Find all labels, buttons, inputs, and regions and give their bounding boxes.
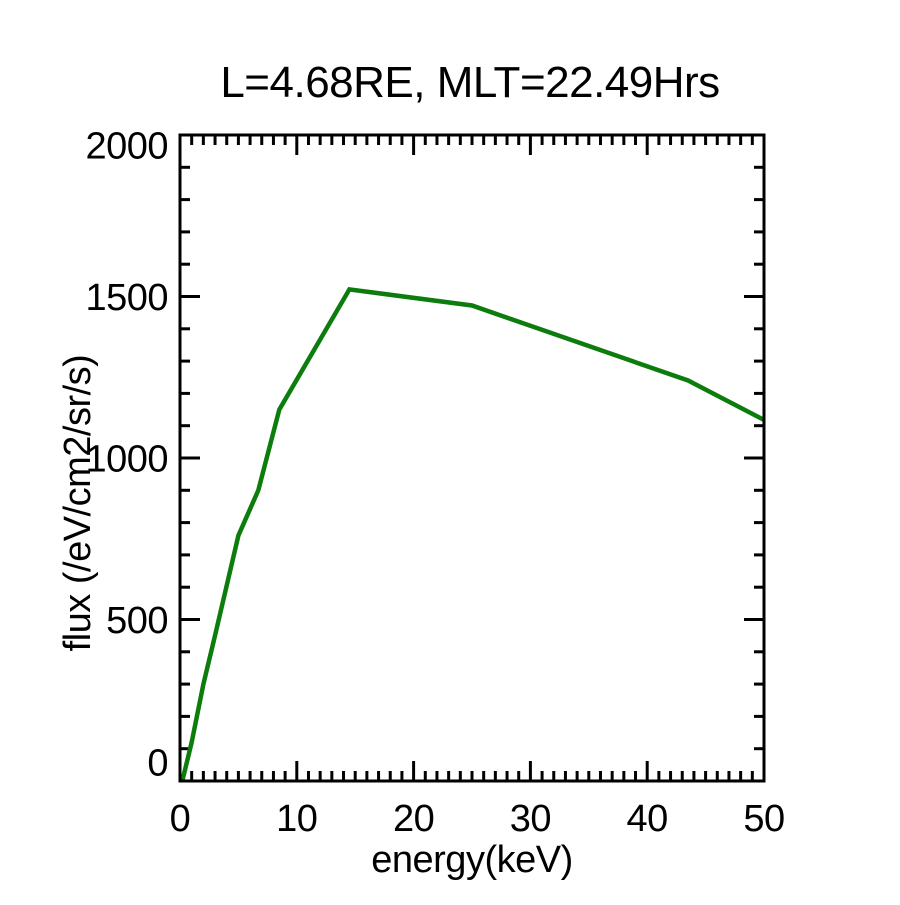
y-tick-label: 2000	[85, 126, 168, 168]
plot-border	[178, 133, 766, 783]
x-axis-label: energy(keV)	[371, 839, 572, 881]
y-tick-label: 500	[106, 600, 168, 642]
x-tick-label: 10	[276, 798, 317, 840]
y-tick-label: 0	[147, 743, 168, 785]
x-tick-label: 20	[393, 798, 434, 840]
x-tick-label: 30	[510, 798, 551, 840]
chart-title: L=4.68RE, MLT=22.49Hrs	[220, 58, 719, 107]
y-tick-label: 1000	[85, 439, 168, 481]
x-tick-label: 50	[743, 798, 784, 840]
flux-spectrum-line	[180, 286, 766, 782]
y-axis-label: flux (/eV/cm2/sr/s)	[57, 355, 99, 652]
x-tick-label: 0	[170, 798, 191, 840]
data-series	[180, 286, 766, 782]
y-tick-label: 1500	[85, 277, 168, 319]
x-tick-label: 40	[627, 798, 668, 840]
